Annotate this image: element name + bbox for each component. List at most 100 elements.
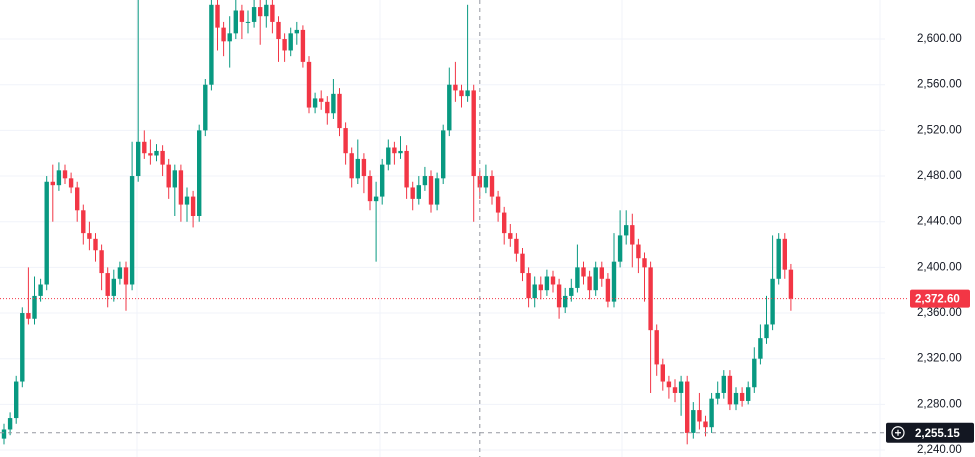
candle-body — [788, 269, 794, 299]
candle-body — [190, 196, 196, 216]
candle-body — [129, 176, 135, 285]
candle-body — [544, 276, 550, 291]
candle-body — [1, 429, 7, 439]
candle-body — [660, 364, 665, 382]
candle-body — [428, 176, 434, 205]
candle-body — [276, 21, 281, 40]
candle-body — [367, 176, 373, 202]
candle-body — [782, 238, 787, 270]
candle-body — [575, 267, 580, 288]
candle-body — [26, 313, 31, 319]
plus-icon — [891, 426, 905, 440]
candle-body — [398, 150, 403, 154]
candle-body — [471, 90, 476, 177]
candle-body — [599, 267, 604, 279]
candle-body — [105, 273, 110, 296]
candle-body — [331, 93, 336, 114]
candle-body — [184, 196, 190, 205]
candle-body — [245, 21, 251, 23]
y-tick-label: 2,520.00 — [917, 124, 962, 136]
candle-body — [264, 4, 269, 17]
candle-body — [20, 313, 25, 382]
candle-body — [319, 98, 324, 102]
candle-body — [62, 170, 68, 179]
candle-body — [251, 7, 257, 22]
candle-body — [81, 210, 86, 234]
candle-body — [93, 238, 98, 251]
candle-body — [563, 295, 568, 308]
candle-body — [111, 278, 116, 296]
candle-body — [233, 10, 238, 34]
candle-body — [697, 410, 702, 422]
candle-body — [666, 381, 672, 388]
candle-body — [148, 153, 153, 156]
candle-body — [172, 170, 177, 188]
candle-body — [373, 196, 379, 202]
crosshair-box — [886, 422, 974, 443]
candle-body — [215, 4, 220, 28]
candle-body — [325, 101, 330, 114]
candle-body — [337, 93, 342, 129]
time-grid — [136, 0, 881, 457]
candle-body — [221, 27, 226, 42]
y-tick-label: 2,440.00 — [917, 216, 962, 228]
candle-body — [758, 338, 763, 359]
candle-body — [556, 284, 562, 308]
candle-body — [587, 276, 592, 291]
candle-body — [465, 90, 470, 97]
candle-body — [142, 141, 147, 154]
candle-body — [477, 176, 482, 188]
candle-body — [685, 381, 690, 433]
candle-body — [160, 150, 165, 165]
candle-body — [361, 158, 367, 177]
candle-body — [776, 238, 781, 279]
candle-body — [703, 421, 708, 428]
candle-body — [392, 147, 397, 154]
candle-body — [648, 267, 653, 331]
candle-body — [386, 147, 391, 165]
candle-body — [416, 185, 421, 199]
candle-body — [227, 33, 232, 42]
candle-body — [312, 98, 318, 108]
candle-body — [355, 158, 360, 179]
candle-body — [136, 141, 141, 177]
last-price-label: 2,372.60 — [915, 294, 960, 306]
candle-body — [87, 233, 92, 239]
candle-body — [617, 235, 623, 262]
candle-body — [117, 267, 123, 279]
candle-body — [68, 178, 74, 188]
candle-body — [178, 170, 184, 205]
candle-body — [752, 358, 757, 388]
candle-body — [14, 381, 19, 419]
y-tick-label: 2,280.00 — [917, 398, 962, 410]
candle-body — [483, 176, 489, 188]
candle-body — [569, 287, 574, 296]
candle-body — [441, 130, 446, 179]
y-tick-label: 2,320.00 — [917, 353, 962, 365]
candle-body — [721, 375, 726, 393]
candle-body — [203, 84, 208, 131]
candle-body — [715, 392, 720, 399]
candle-body — [300, 29, 306, 62]
candle-body — [282, 39, 287, 51]
candle-body — [50, 181, 55, 186]
candle-body — [642, 258, 647, 268]
candle-body — [459, 90, 464, 97]
candle-body — [508, 233, 513, 239]
candle-body — [166, 164, 171, 188]
candle-body — [422, 176, 428, 186]
candle-body — [154, 150, 159, 156]
candle-body — [611, 261, 617, 302]
candle-body — [532, 284, 537, 299]
candle-body — [270, 4, 275, 22]
candle-body — [514, 238, 519, 254]
candle-body — [764, 324, 769, 339]
candle-body — [502, 212, 507, 234]
candle-body — [410, 187, 415, 199]
candle-body — [593, 267, 598, 291]
candle-body — [99, 250, 104, 274]
crosshair-label: 2,255.15 — [915, 428, 960, 440]
candle-body — [7, 418, 13, 430]
candle-body — [75, 187, 80, 211]
